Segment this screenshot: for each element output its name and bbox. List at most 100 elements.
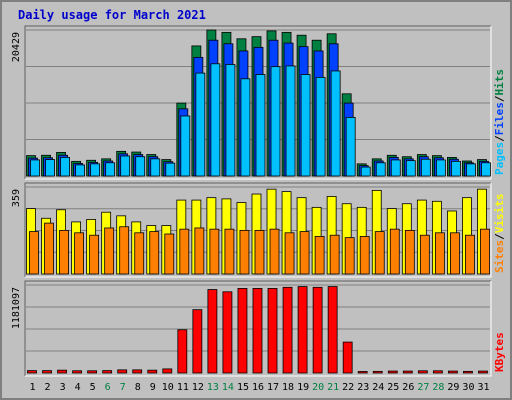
bar-kbytes-day-22 xyxy=(342,341,353,374)
legend-item-hits: Hits xyxy=(493,69,506,96)
bar-pages-day-16 xyxy=(255,74,266,177)
bar-pages-day-14 xyxy=(225,64,236,177)
x-tick-label-day-3: 3 xyxy=(60,382,66,393)
legend-sites-visits: Sites/Visits xyxy=(493,194,506,274)
bar-kbytes-day-12 xyxy=(192,309,203,374)
x-tick-label-day-11: 11 xyxy=(177,382,189,393)
bar-kbytes-day-17 xyxy=(267,288,278,374)
bar-pages-day-30 xyxy=(466,163,476,177)
x-tick-label-day-17: 17 xyxy=(267,382,279,393)
bar-kbytes-day-25 xyxy=(387,370,398,374)
bar-pages-day-8 xyxy=(135,156,146,177)
x-tick-label-day-29: 29 xyxy=(447,382,459,393)
x-tick-label-day-6: 6 xyxy=(105,382,111,393)
chart-title: Daily usage for March 2021 xyxy=(18,8,206,22)
bar-pages-day-21 xyxy=(330,70,341,177)
bar-sites-day-27 xyxy=(419,234,430,275)
bar-kbytes-day-4 xyxy=(72,370,82,374)
x-tick-label-day-22: 22 xyxy=(342,382,354,393)
x-tick-label-day-14: 14 xyxy=(222,382,234,393)
x-tick-label-day-26: 26 xyxy=(402,382,414,393)
bar-pages-day-4 xyxy=(75,164,85,177)
bar-pages-day-2 xyxy=(45,159,55,177)
bar-pages-day-29 xyxy=(451,160,461,177)
panel-border-light xyxy=(25,183,492,278)
x-tick-label-day-25: 25 xyxy=(387,382,399,393)
bar-kbytes-day-14 xyxy=(222,291,233,374)
x-tick-label-day-4: 4 xyxy=(75,382,81,393)
x-tick-label-day-16: 16 xyxy=(252,382,264,393)
x-tick-label-day-23: 23 xyxy=(357,382,369,393)
bar-sites-day-21 xyxy=(329,234,340,275)
bar-kbytes-day-6 xyxy=(102,370,113,374)
bar-pages-day-9 xyxy=(150,158,161,177)
x-tick-label-day-13: 13 xyxy=(207,382,219,393)
bar-pages-day-13 xyxy=(210,63,221,177)
bar-pages-day-26 xyxy=(405,160,416,177)
bar-pages-day-20 xyxy=(315,76,326,177)
bar-sites-day-23 xyxy=(359,236,370,275)
bar-pages-day-3 xyxy=(60,157,70,177)
bar-kbytes-day-13 xyxy=(207,289,218,374)
x-tick-label-day-9: 9 xyxy=(150,382,156,393)
bar-pages-day-24 xyxy=(375,162,386,177)
bar-kbytes-day-9 xyxy=(147,369,158,374)
bar-kbytes-day-27 xyxy=(417,370,428,374)
bar-sites-day-29 xyxy=(450,232,460,275)
bar-sites-day-22 xyxy=(344,237,355,275)
bar-sites-day-17 xyxy=(269,228,280,275)
x-tick-label-day-20: 20 xyxy=(312,382,324,393)
legend-item-pages: Pages xyxy=(493,142,506,175)
bar-pages-day-6 xyxy=(105,162,116,177)
bar-kbytes-day-7 xyxy=(117,369,128,374)
bar-kbytes-day-8 xyxy=(132,369,143,374)
bar-kbytes-day-23 xyxy=(357,371,368,374)
bar-kbytes-day-16 xyxy=(252,288,263,374)
bar-kbytes-day-24 xyxy=(372,370,383,374)
panel-border-light xyxy=(25,26,492,180)
bar-kbytes-day-2 xyxy=(42,370,52,374)
bar-pages-day-1 xyxy=(30,159,40,177)
x-axis-labels: 1 2 3 4 5 6 7 8 9 10 11 12 13 14 15 16 17 18 19 20 21 22 23 24 2… xyxy=(30,382,490,393)
bar-sites-day-7 xyxy=(119,226,130,275)
bar-pages-day-25 xyxy=(390,159,401,177)
bar-pages-day-22 xyxy=(345,116,356,177)
y-max-label: 20429 xyxy=(11,32,22,62)
bar-pages-day-28 xyxy=(435,159,446,177)
bar-kbytes-day-15 xyxy=(237,288,248,374)
legend-hits-files-pages: Pages/Files/Hits xyxy=(493,69,506,175)
bar-sites-day-2 xyxy=(44,222,54,275)
bar-sites-day-9 xyxy=(149,231,160,275)
legend-separator: / xyxy=(493,135,506,142)
bar-kbytes-day-29 xyxy=(448,370,458,374)
bar-kbytes-day-28 xyxy=(432,370,443,374)
chart-panel-kbytes: 1181097 KBytes xyxy=(11,280,506,377)
bar-kbytes-day-26 xyxy=(402,370,413,374)
panel-border-dark xyxy=(24,182,491,277)
bar-pages-day-15 xyxy=(240,78,251,177)
x-tick-label-day-7: 7 xyxy=(120,382,126,393)
bar-pages-day-18 xyxy=(285,65,296,177)
bar-sites-day-31 xyxy=(480,228,490,275)
bar-sites-day-6 xyxy=(104,227,115,275)
bar-kbytes-day-10 xyxy=(162,368,173,374)
bar-pages-day-5 xyxy=(90,163,101,177)
x-tick-label-day-10: 10 xyxy=(162,382,174,393)
bar-sites-day-30 xyxy=(465,234,475,275)
bar-sites-day-8 xyxy=(134,232,145,275)
x-tick-label-day-12: 12 xyxy=(192,382,204,393)
bar-pages-day-10 xyxy=(165,162,176,177)
x-tick-label-day-15: 15 xyxy=(237,382,249,393)
x-tick-label-day-27: 27 xyxy=(417,382,429,393)
bar-sites-day-4 xyxy=(74,232,84,275)
x-tick-label-day-1: 1 xyxy=(30,382,36,393)
x-tick-label-day-19: 19 xyxy=(297,382,309,393)
bar-sites-day-25 xyxy=(389,228,400,275)
bar-pages-day-27 xyxy=(420,158,431,177)
bar-sites-day-13 xyxy=(209,228,220,275)
legend-item-kbytes: KBytes xyxy=(493,332,506,372)
bar-sites-day-5 xyxy=(89,234,100,275)
bar-kbytes-day-3 xyxy=(57,369,67,374)
